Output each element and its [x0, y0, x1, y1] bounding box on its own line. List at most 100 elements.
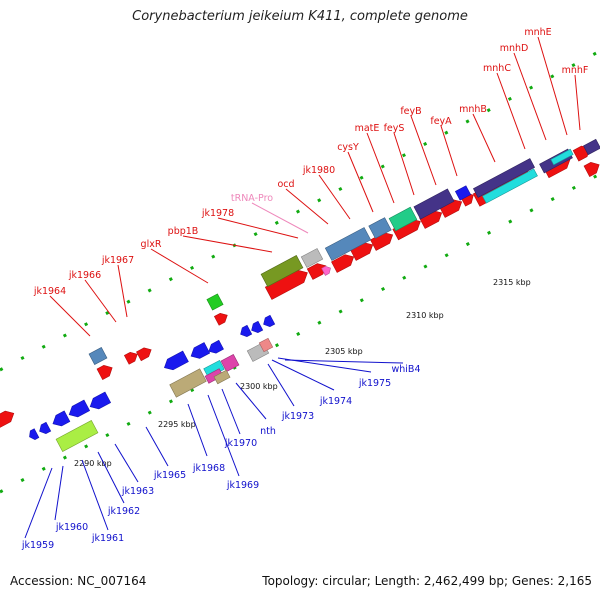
- callout-line: [440, 125, 458, 177]
- callout-line: [24, 467, 53, 539]
- gene-arrow-reverse: [39, 421, 52, 434]
- genes-value: 2,165: [557, 574, 592, 588]
- callout-line: [285, 188, 329, 225]
- gene-label: nth: [260, 426, 276, 437]
- gene-arrow-forward: [331, 254, 355, 273]
- gene-label: feyB: [400, 106, 421, 117]
- callout-line: [97, 451, 125, 504]
- gene-box-forward: [583, 138, 600, 156]
- scale-tick-label: 2310 kbp: [406, 311, 444, 320]
- gene-arrow-forward: [0, 410, 15, 429]
- accession-text: Accession: NC_007164: [10, 574, 146, 588]
- callout-line: [267, 363, 295, 407]
- gene-label: mnhF: [562, 65, 589, 76]
- trna-arrow: [321, 265, 331, 276]
- gene-label: mnhC: [483, 63, 511, 74]
- tick-row-inner: [0, 172, 600, 494]
- callout-line: [347, 151, 374, 213]
- gene-label: ocd: [277, 179, 294, 190]
- callout-line: [271, 359, 335, 391]
- gene-box-forward: [472, 158, 536, 198]
- gene-box-forward: [388, 206, 418, 232]
- genes-label: Genes:: [511, 574, 554, 588]
- gene-box-reverse: [55, 420, 99, 452]
- gene-label: jk1980: [302, 165, 335, 176]
- scale-tick-label: 2305 kbp: [325, 347, 363, 356]
- callout-line: [84, 279, 117, 323]
- gene-label: pbp1B: [168, 226, 199, 237]
- gene-label: tRNA-Pro: [231, 193, 273, 204]
- callout-line: [284, 359, 404, 364]
- gene-label: jk1967: [101, 255, 134, 266]
- callout-line: [117, 264, 128, 318]
- gene-box-forward: [324, 227, 372, 261]
- scale-tick-label: 2295 kbp: [158, 420, 196, 429]
- gene-arrow-reverse: [52, 410, 71, 427]
- gene-box-forward: [368, 217, 392, 239]
- length-value: 2,462,499 bp: [423, 574, 504, 588]
- gene-box-forward: [482, 168, 538, 204]
- callout-line: [472, 113, 496, 163]
- gene-box-reverse: [258, 337, 274, 353]
- accession-value: NC_007164: [77, 574, 147, 588]
- gene-label: jk1963: [121, 486, 154, 497]
- gene-label: whiB4: [392, 364, 421, 375]
- gene-arrow-reverse: [251, 320, 264, 333]
- callout-line: [145, 426, 169, 467]
- gene-box-reverse: [220, 354, 240, 372]
- gene-arrow-reverse: [164, 350, 189, 371]
- gene-box-forward: [454, 185, 472, 201]
- scale-tick-label: 2290 kbp: [74, 459, 112, 468]
- gene-box-reverse: [213, 369, 231, 385]
- gene-arrow-reverse: [89, 391, 112, 410]
- gene-label: mnhE: [524, 27, 551, 38]
- gene-arrow-reverse: [240, 324, 253, 337]
- gene-arrow-forward: [583, 162, 600, 177]
- callout-line: [187, 403, 208, 457]
- scale-tick-label: 2300 kbp: [240, 382, 278, 391]
- callout-line: [513, 52, 547, 141]
- gene-label: mnhB: [459, 104, 487, 115]
- gene-box-forward: [550, 148, 574, 166]
- gene-label: jk1960: [55, 522, 88, 533]
- gene-label: jk1974: [319, 396, 352, 407]
- gene-label: jk1964: [33, 286, 66, 297]
- gene-label: feyA: [430, 116, 452, 127]
- gene-arrow-reverse: [208, 339, 224, 354]
- gene-label: jk1969: [226, 480, 259, 491]
- callout-line: [221, 388, 241, 435]
- gene-label: cysY: [337, 142, 359, 153]
- gene-arrow-forward: [213, 312, 228, 326]
- callout-line: [496, 72, 526, 150]
- gene-label: feyS: [384, 123, 405, 134]
- gene-box-reverse: [169, 368, 207, 398]
- gene-label: jk1968: [192, 463, 225, 474]
- gene-label: mnhD: [500, 43, 529, 54]
- gene-label: glxR: [141, 239, 162, 250]
- callout-line: [182, 235, 273, 253]
- gene-arrow-forward: [136, 347, 152, 362]
- callout-line: [150, 248, 209, 284]
- callout-line: [207, 394, 240, 477]
- gene-label: jk1973: [281, 411, 314, 422]
- gene-label: jk1961: [91, 533, 124, 544]
- callout-line: [235, 382, 267, 420]
- gene-arrow-forward: [123, 351, 138, 365]
- callout-line: [537, 36, 568, 136]
- gene-label: jk1959: [21, 540, 54, 551]
- genome-summary: Topology: circular; Length: 2,462,499 bp…: [262, 574, 592, 588]
- gene-box-forward: [88, 347, 108, 365]
- callout-line: [54, 465, 64, 521]
- topology-value: circular: [322, 574, 367, 588]
- callout-line: [49, 295, 91, 337]
- gene-label: jk1966: [68, 270, 101, 281]
- gene-arrow-reverse: [190, 342, 211, 359]
- callout-line: [81, 459, 109, 531]
- length-label: Length:: [374, 574, 421, 588]
- scale-tick-label: 2315 kbp: [493, 278, 531, 287]
- callout-line: [318, 174, 351, 220]
- gene-arrow-reverse: [29, 428, 40, 440]
- topology-label: Topology:: [262, 574, 319, 588]
- gene-label: matE: [355, 123, 380, 134]
